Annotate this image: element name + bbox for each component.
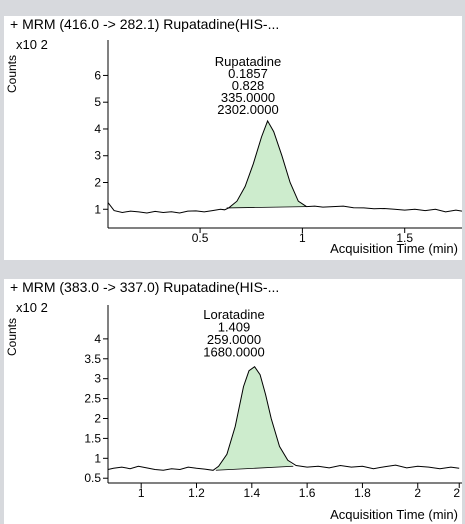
- chromatogram-panel-1: + MRM (416.0 -> 282.1) Rupatadine(HIS-..…: [4, 16, 462, 260]
- chart-2-x-tick-label: 2: [414, 486, 421, 500]
- chart-2-y-tick-label: 4: [94, 332, 101, 346]
- chart-1-y-tick-label: 1: [94, 202, 101, 216]
- chart-2-y-tick-label: 1.5: [84, 431, 101, 445]
- chart-1-peak-annotation: Rupatadine: [215, 54, 282, 69]
- chart-2-peak-annotation: Loratadine: [203, 307, 264, 322]
- chart-1-y-tick-label: 5: [94, 95, 101, 109]
- chart-1-ylabel: Counts: [5, 55, 19, 93]
- chart-1-x-tick-label: 1.5: [396, 231, 413, 245]
- chart-1-title: + MRM (416.0 -> 282.1) Rupatadine(HIS-..…: [10, 16, 279, 32]
- chart-2-x-tick-label: 2: [453, 486, 460, 500]
- chart-2-y-tick-label: 0.5: [84, 471, 101, 485]
- chart-2-y-tick-label: 2.5: [84, 392, 101, 406]
- chart-2-y-tick-label: 3.5: [84, 352, 101, 366]
- chart-2-x-tick-label: 1.2: [188, 486, 205, 500]
- chart-1-trace: [107, 119, 462, 214]
- chart-2-y-tick-label: 3: [94, 372, 101, 386]
- chart-2-title: + MRM (383.0 -> 337.0) Rupatadine(HIS-..…: [10, 279, 279, 295]
- chart-1-peak-annotation: 2302.0000: [217, 102, 278, 117]
- chart-2-peak-baseline: [215, 465, 294, 471]
- chart-1-y-tick-label: 2: [94, 176, 101, 190]
- chart-2-ylabel: Counts: [5, 318, 19, 356]
- chart-2-xlabel: Acquisition Time (min): [330, 507, 458, 522]
- chart-1-y-tick-label: 6: [94, 68, 101, 82]
- chart-2-peak-area: [215, 366, 294, 471]
- chart-2-peak-annotation: 1.409: [218, 320, 251, 335]
- chart-2-y-tick-label: 2: [94, 412, 101, 426]
- chart-2-svg: + MRM (383.0 -> 337.0) Rupatadine(HIS-..…: [5, 279, 462, 522]
- chart-1-peak-baseline: [226, 206, 307, 209]
- chart-1-svg: + MRM (416.0 -> 282.1) Rupatadine(HIS-..…: [5, 16, 462, 256]
- chart-2-peak-annotation: 259.0000: [207, 332, 261, 347]
- chart-1-x-tick-label: 1: [299, 231, 306, 245]
- chart-1-x-tick-label: 0.5: [192, 231, 209, 245]
- chart-1-peak-area: [226, 120, 307, 208]
- chart-2-x-tick-label: 1.4: [243, 486, 260, 500]
- chart-1-peak-annotation: 335.0000: [221, 90, 275, 105]
- chart-1-y-tick-label: 3: [94, 149, 101, 163]
- chart-2-trace: [107, 365, 460, 471]
- chart-2-y-tick-label: 1: [94, 451, 101, 465]
- chart-1-peak-annotation: 0.828: [232, 78, 265, 93]
- chart-2-x-tick-label: 1.6: [299, 486, 316, 500]
- chart-1-y-tick-label: 4: [94, 122, 101, 136]
- chart-2-x-tick-label: 1.8: [354, 486, 371, 500]
- chart-1-multiplier: x10 2: [16, 37, 48, 52]
- chart-1-xlabel: Acquisition Time (min): [330, 241, 458, 256]
- chart-2-x-tick-label: 1: [138, 486, 145, 500]
- chromatogram-panel-2: + MRM (383.0 -> 337.0) Rupatadine(HIS-..…: [4, 279, 462, 524]
- chart-2-multiplier: x10 2: [16, 300, 48, 315]
- chart-2-peak-annotation: 1680.0000: [203, 345, 264, 360]
- chart-1-peak-annotation: 0.1857: [228, 66, 268, 81]
